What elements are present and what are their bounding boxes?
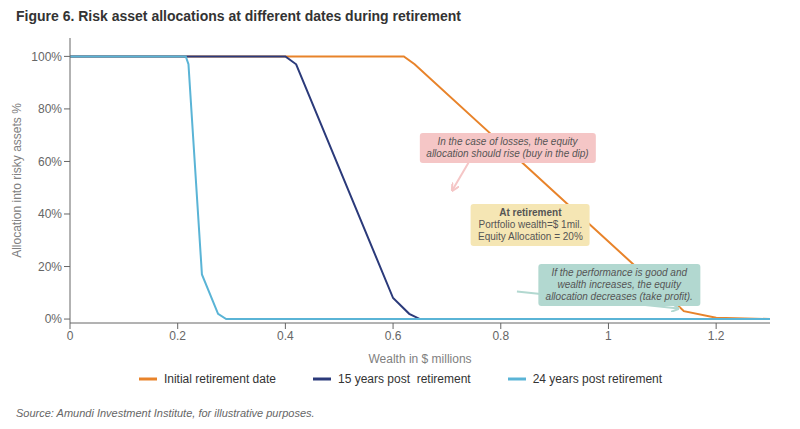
svg-text:80%: 80% <box>38 102 62 116</box>
html-text:allocation decreases (take pro: allocation decreases (take profit). <box>545 290 693 302</box>
svg-text:0.8: 0.8 <box>492 329 509 343</box>
html-text:Source: Amundi Investment Inst: Source: Amundi Investment Institute, for… <box>16 407 315 419</box>
html-text:Initial retirement date: Initial retirement date <box>163 372 276 386</box>
html-text:Portfolio wealth=$ 1mil.: Portfolio wealth=$ 1mil. <box>478 218 583 230</box>
svg-text:1: 1 <box>605 329 612 343</box>
svg-text:0.2: 0.2 <box>169 329 186 343</box>
svg-text:0%: 0% <box>45 312 63 326</box>
html-text:15 years post retirement: 15 years post retirement <box>338 372 471 386</box>
svg-text:Allocation into risky assets %: Allocation into risky assets % <box>10 103 24 258</box>
html-text:If the performance is good and: If the performance is good and <box>551 266 687 278</box>
svg-text:20%: 20% <box>38 260 62 274</box>
html-text:In the case of losses, the equ: In the case of losses, the equity <box>437 135 578 147</box>
html-text:At retirement: At retirement <box>499 206 562 218</box>
html-text:wealth increases, the equity: wealth increases, the equity <box>557 278 681 290</box>
svg-text:0: 0 <box>67 329 74 343</box>
svg-text:0.6: 0.6 <box>385 329 402 343</box>
html-text:Figure 6. Risk asset allocatio: Figure 6. Risk asset allocations at diff… <box>16 8 461 24</box>
html-text:Equity Allocation = 20%: Equity Allocation = 20% <box>478 230 583 242</box>
svg-text:100%: 100% <box>31 50 62 64</box>
svg-text:40%: 40% <box>38 207 62 221</box>
svg-text:60%: 60% <box>38 155 62 169</box>
svg-text:0.4: 0.4 <box>277 329 294 343</box>
html-text:24 years post retirement: 24 years post retirement <box>532 372 663 386</box>
svg-text:1.2: 1.2 <box>708 329 725 343</box>
svg-text:Wealth in $ millions: Wealth in $ millions <box>368 352 471 366</box>
html-text:allocation should rise (buy in: allocation should rise (buy in the dip) <box>426 147 589 159</box>
